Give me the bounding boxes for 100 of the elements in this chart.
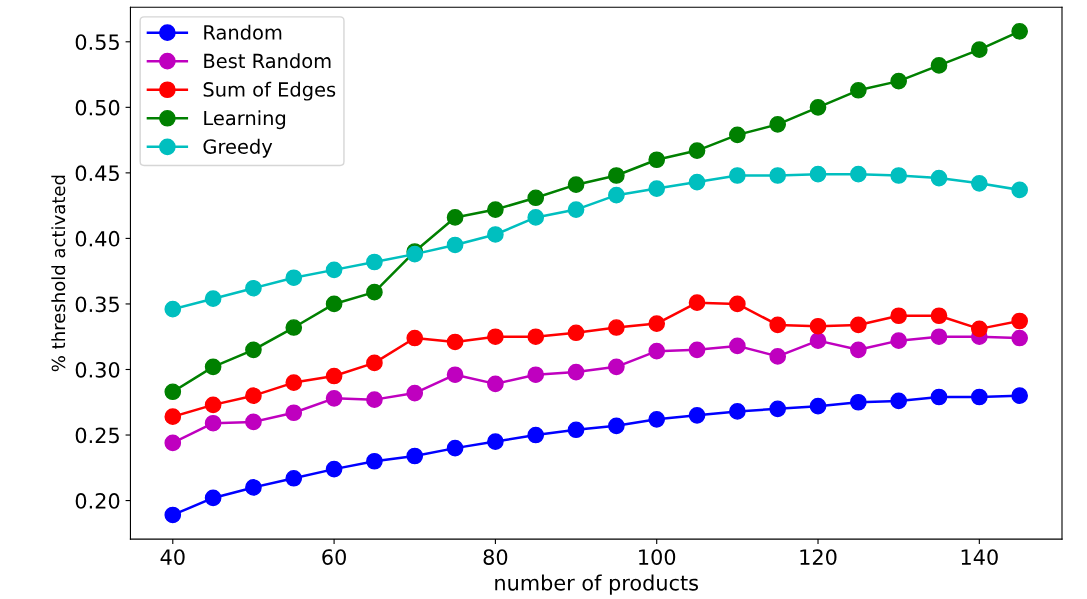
x-tick-label: 40 [160,549,185,565]
point [406,329,424,347]
point [164,408,182,426]
point [930,307,948,325]
x-tick-label: 140 [961,549,998,565]
point [245,387,262,405]
point [366,283,383,301]
point [970,388,988,406]
point [890,72,908,90]
legend-label: Random [204,24,282,40]
point [406,384,424,402]
point [890,392,908,410]
point [325,261,343,279]
point [366,253,383,271]
point [648,151,666,169]
point [285,404,303,422]
point [729,126,746,144]
point [809,332,827,349]
point [527,366,545,384]
point [325,367,343,385]
point [527,426,545,444]
point [567,363,585,381]
point [245,341,262,359]
point [729,295,746,313]
point [769,116,787,133]
point [567,201,585,218]
point [729,337,746,355]
point [648,180,666,197]
point [527,328,545,346]
point [1011,22,1028,40]
point [285,374,303,391]
point [245,413,262,431]
point [446,209,464,226]
point [648,315,666,332]
y-tick-label: 0.50 [75,99,120,116]
y-tick-label: 0.35 [75,296,119,313]
point [527,189,545,207]
point [446,366,464,384]
point [487,433,504,450]
point [970,175,988,192]
y-tick-label: 0.20 [75,493,120,509]
point [970,320,988,338]
point [890,307,908,325]
point [366,391,383,408]
point [204,414,222,432]
point [487,375,504,393]
point [487,201,504,218]
point [890,167,908,184]
point [608,358,625,376]
point [446,236,464,254]
x-tick-label: 120 [800,549,837,565]
point [527,209,545,226]
point [487,328,504,346]
point [809,165,827,183]
y-tick-label: 0.45 [75,165,119,182]
point [688,407,706,424]
point [1011,387,1028,405]
x-axis-title: number of products [495,574,699,595]
point [809,317,827,335]
point [204,358,222,376]
point [285,319,303,336]
point [164,506,182,524]
y-tick-label: 0.40 [75,230,120,247]
point [608,417,625,435]
point [1011,329,1028,347]
point [850,316,867,334]
point [688,341,706,359]
point [608,167,625,184]
point [809,98,827,116]
legend-label: Learning [204,110,286,130]
point [930,169,948,187]
x-tick-label: 80 [483,549,508,565]
point [487,226,504,243]
point [245,279,262,297]
x-tick-label: 60 [322,549,346,565]
point [729,403,746,420]
point [366,452,383,470]
point [729,167,746,184]
point [890,332,908,349]
point [325,295,343,313]
point [325,460,343,478]
point [366,354,383,372]
point [688,142,706,159]
point [930,57,948,74]
point [446,439,464,457]
x-tick-label: 100 [639,549,676,565]
point [285,269,303,287]
point [850,165,867,183]
point [688,173,706,191]
point [164,434,182,452]
legend-label: Sum of Edges [203,81,336,101]
point [769,167,787,184]
point [1011,181,1028,199]
point [325,389,343,407]
point [850,393,867,411]
point [1011,312,1028,330]
y-tick-label: 0.25 [75,427,119,444]
y-tick-label: 0.55 [75,34,119,50]
point [850,81,867,99]
point [608,186,625,204]
